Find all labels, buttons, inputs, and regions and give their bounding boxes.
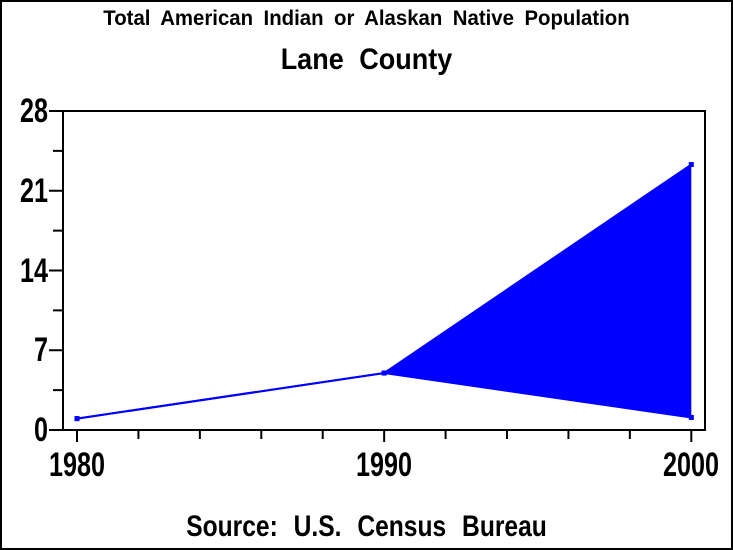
- y-tick-label: 0: [33, 411, 48, 449]
- data-marker: [688, 162, 694, 168]
- data-marker: [688, 414, 694, 420]
- source-footnote: Source: U.S. Census Bureau: [186, 510, 547, 543]
- chart-title: Total American Indian or Alaskan Native …: [103, 7, 630, 30]
- data-marker: [381, 370, 387, 376]
- x-tick-label: 2000: [663, 446, 720, 484]
- data-marker: [74, 416, 80, 422]
- x-tick-label: 1990: [356, 446, 413, 484]
- y-tick-label: 28: [20, 92, 48, 130]
- x-tick-label: 1980: [49, 446, 105, 484]
- y-tick-label: 14: [20, 251, 48, 290]
- y-tick-label: 21: [20, 171, 48, 210]
- band-fill: [77, 164, 692, 419]
- chart-subtitle: Lane County: [280, 43, 453, 76]
- y-tick-label: 7: [33, 331, 48, 370]
